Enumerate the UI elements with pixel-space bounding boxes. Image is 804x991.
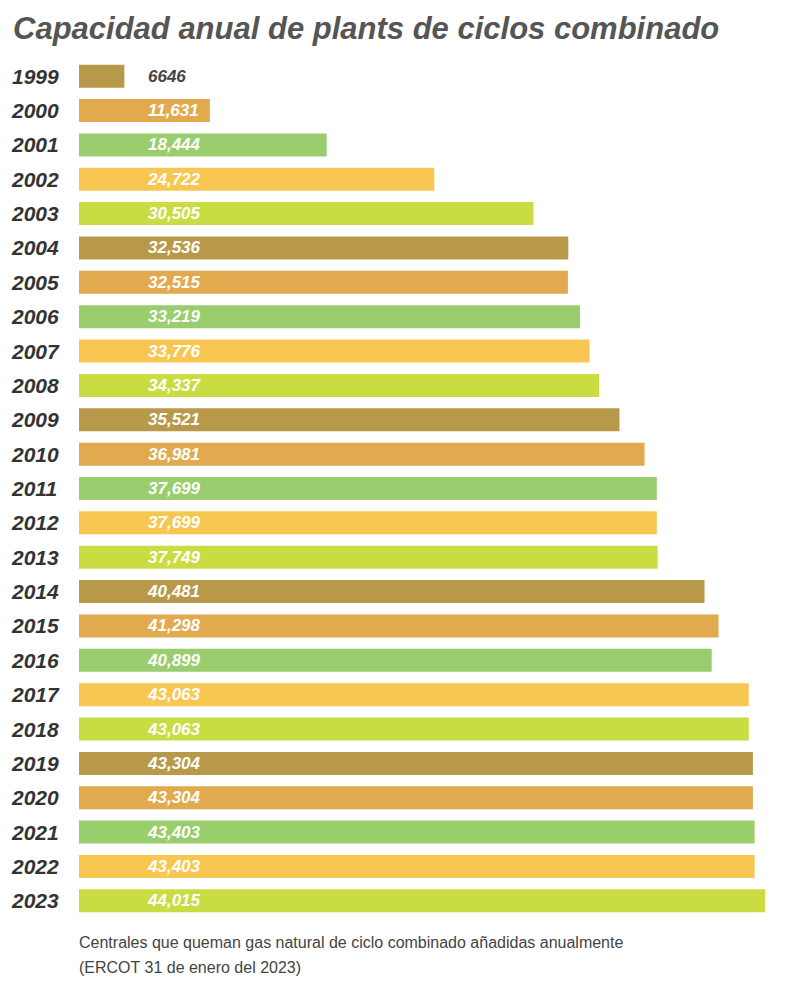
- svg-text:18,444: 18,444: [148, 135, 201, 154]
- svg-text:2018: 2018: [11, 718, 59, 741]
- svg-text:40,481: 40,481: [147, 582, 200, 601]
- svg-text:30,505: 30,505: [148, 204, 201, 223]
- svg-text:2023: 2023: [11, 889, 59, 912]
- svg-text:2013: 2013: [11, 546, 59, 569]
- svg-text:2021: 2021: [11, 821, 59, 844]
- svg-text:41,298: 41,298: [147, 616, 201, 635]
- svg-text:2001: 2001: [11, 133, 59, 156]
- svg-text:2019: 2019: [11, 752, 59, 775]
- svg-text:2011: 2011: [11, 477, 57, 500]
- svg-text:2009: 2009: [11, 408, 59, 431]
- svg-text:Capacidad anual de plants de c: Capacidad anual de plants de ciclos comb…: [13, 11, 719, 46]
- svg-text:2006: 2006: [11, 305, 59, 328]
- svg-text:2022: 2022: [11, 855, 59, 878]
- svg-text:43,063: 43,063: [147, 685, 201, 704]
- svg-text:2000: 2000: [11, 99, 59, 122]
- svg-text:2005: 2005: [11, 271, 59, 294]
- svg-text:2003: 2003: [11, 202, 59, 225]
- svg-text:34,337: 34,337: [148, 376, 202, 395]
- svg-text:32,536: 32,536: [148, 238, 201, 257]
- svg-text:2015: 2015: [11, 614, 59, 637]
- svg-text:2016: 2016: [11, 649, 59, 672]
- svg-text:2017: 2017: [11, 683, 60, 706]
- svg-text:2008: 2008: [11, 374, 59, 397]
- svg-text:32,515: 32,515: [148, 273, 201, 292]
- svg-text:37,699: 37,699: [148, 513, 201, 532]
- svg-text:11,631: 11,631: [148, 101, 199, 120]
- svg-text:2007: 2007: [11, 340, 60, 363]
- svg-text:Centrales que queman gas natur: Centrales que queman gas natural de cicl…: [79, 934, 623, 951]
- svg-text:33,776: 33,776: [148, 342, 201, 361]
- svg-text:37,749: 37,749: [148, 548, 201, 567]
- svg-text:37,699: 37,699: [148, 479, 201, 498]
- svg-text:(ERCOT 31 de enero del 2023): (ERCOT 31 de enero del 2023): [79, 959, 301, 976]
- svg-text:2014: 2014: [11, 580, 59, 603]
- svg-text:2002: 2002: [11, 168, 59, 191]
- svg-text:40,899: 40,899: [147, 651, 201, 670]
- svg-text:43,403: 43,403: [147, 857, 201, 876]
- svg-text:36,981: 36,981: [148, 445, 200, 464]
- svg-text:33,219: 33,219: [148, 307, 201, 326]
- svg-text:2012: 2012: [11, 511, 59, 534]
- svg-text:44,015: 44,015: [147, 891, 201, 910]
- svg-text:6646: 6646: [148, 67, 186, 86]
- svg-text:2020: 2020: [11, 786, 59, 809]
- svg-text:1999: 1999: [12, 65, 59, 88]
- svg-text:43,063: 43,063: [147, 720, 201, 739]
- svg-text:2010: 2010: [11, 443, 59, 466]
- svg-text:43,403: 43,403: [147, 823, 201, 842]
- svg-text:24,722: 24,722: [147, 170, 201, 189]
- svg-text:43,304: 43,304: [147, 788, 201, 807]
- svg-text:2004: 2004: [11, 236, 59, 259]
- svg-text:35,521: 35,521: [148, 410, 200, 429]
- svg-text:43,304: 43,304: [147, 754, 201, 773]
